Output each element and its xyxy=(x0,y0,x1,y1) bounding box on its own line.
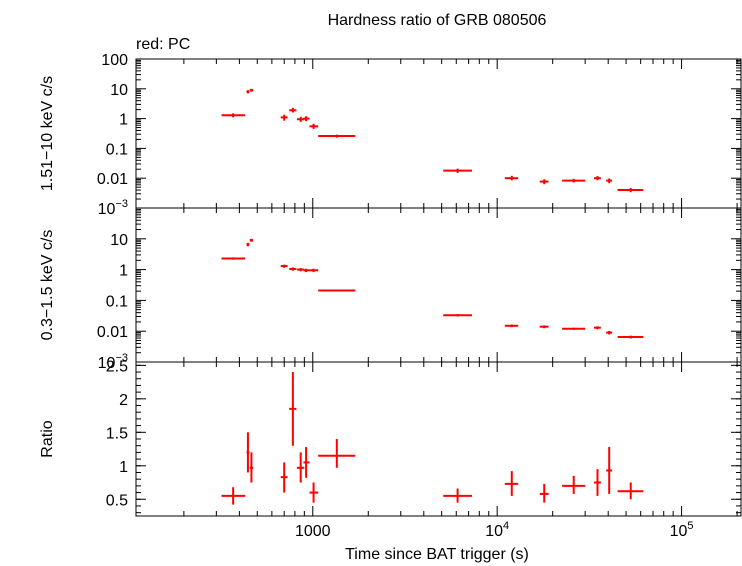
panel-3-frame xyxy=(135,361,742,517)
y-tick-label: 1 xyxy=(119,112,128,129)
y-tick-label: 1.5 xyxy=(106,425,128,442)
chart-title: Hardness ratio of GRB 080506 xyxy=(328,12,547,29)
panel-2-y-axis-label: 0.3−1.5 keV c/s xyxy=(39,230,56,341)
panels-group: 100 10 1 0.1 0.01 10−3 1.51−10 keV c/s 10 1 0.1 0.… xyxy=(39,52,742,540)
x-tick-label: 1000 xyxy=(295,523,331,540)
y-tick-label: 2 xyxy=(119,392,128,409)
y-tick-label: 1 xyxy=(119,459,128,476)
x-axis-label: Time since BAT trigger (s) xyxy=(345,546,529,563)
y-tick-label: 10−3 xyxy=(98,198,128,218)
x-tick-label: 105 xyxy=(670,520,694,540)
y-tick-label: 10 xyxy=(110,82,128,99)
y-tick-label: 1 xyxy=(119,263,128,280)
y-tick-label: 0.5 xyxy=(106,492,128,509)
panel-1-frame xyxy=(135,58,742,209)
panel-2-frame xyxy=(135,207,742,363)
panel-1-y-axis-label: 1.51−10 keV c/s xyxy=(39,76,56,191)
y-tick-label: 10 xyxy=(110,232,128,249)
y-tick-label: 2.5 xyxy=(106,358,128,375)
y-tick-label: 100 xyxy=(101,52,128,69)
y-tick-label: 0.1 xyxy=(106,141,128,158)
panel-3-y-axis-label: Ratio xyxy=(39,420,56,457)
chart-subtitle: red: PC xyxy=(136,36,190,53)
y-tick-label: 0.01 xyxy=(97,171,128,188)
x-tick-label: 104 xyxy=(485,520,509,540)
y-tick-label: 0.01 xyxy=(97,324,128,341)
y-tick-label: 0.1 xyxy=(106,293,128,310)
